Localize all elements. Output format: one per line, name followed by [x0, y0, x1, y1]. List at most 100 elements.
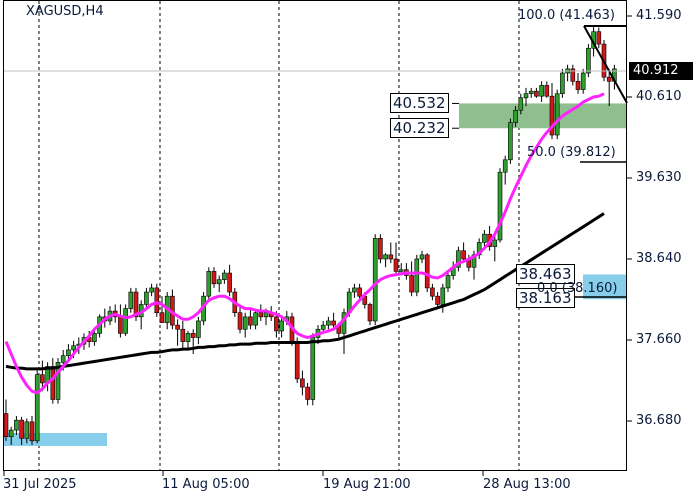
- candle: [3, 413, 9, 437]
- fib-0-label: 0.0 (38.160): [537, 281, 618, 296]
- zone-lower-bottom-label: 38.163: [516, 288, 575, 308]
- candle: [118, 316, 123, 334]
- candle: [560, 72, 565, 94]
- candle: [414, 258, 420, 293]
- candle: [320, 324, 326, 330]
- candle: [8, 429, 14, 437]
- zone-lower-top-label: 38.463: [516, 264, 575, 284]
- candle: [482, 233, 487, 243]
- candle: [575, 80, 581, 90]
- candle: [34, 374, 40, 442]
- candle: [159, 312, 165, 323]
- candle: [222, 272, 227, 280]
- candle: [508, 122, 513, 161]
- candle: [175, 324, 180, 330]
- candle: [539, 85, 544, 97]
- candle: [534, 90, 539, 97]
- candle: [367, 304, 373, 322]
- ma-slow-line: [5, 212, 605, 371]
- candle: [331, 320, 336, 326]
- zone-upper-top-label: 40.532: [390, 93, 449, 113]
- candle: [24, 421, 30, 439]
- fib-100-label: 100.0 (41.463): [518, 8, 615, 23]
- candle: [19, 419, 24, 439]
- candle: [388, 254, 394, 260]
- zone-upper-bottom-label: 40.232: [390, 118, 449, 138]
- candle: [528, 90, 534, 94]
- candle: [435, 295, 440, 305]
- candle: [60, 355, 66, 363]
- candle: [461, 250, 466, 260]
- candle: [456, 250, 461, 268]
- candle: [419, 254, 425, 260]
- candle: [357, 287, 362, 297]
- candle: [14, 419, 19, 431]
- candle: [372, 238, 378, 322]
- candle: [378, 238, 383, 260]
- candle: [92, 333, 97, 342]
- candle: [154, 287, 160, 314]
- candle: [383, 254, 388, 260]
- price-label-37660: 37.660: [636, 332, 682, 347]
- candle: [596, 31, 602, 45]
- candle: [326, 320, 331, 326]
- candle: [216, 279, 222, 285]
- candle: [279, 320, 284, 332]
- price-label-40610: 40.610: [636, 89, 682, 104]
- candle: [497, 171, 503, 241]
- candle: [310, 337, 316, 400]
- candle: [445, 275, 451, 289]
- candle: [586, 47, 591, 74]
- time-label-0: 31 Jul 2025: [3, 477, 77, 492]
- candle: [430, 287, 435, 297]
- candle: [424, 254, 430, 289]
- candle: [518, 97, 524, 111]
- candle: [305, 386, 310, 400]
- candle: [263, 312, 269, 318]
- candlesticks: [3, 26, 617, 445]
- candle: [274, 316, 279, 332]
- candle: [149, 287, 154, 293]
- price-label-41590: 41.590: [636, 8, 682, 23]
- candle: [513, 109, 518, 123]
- candle: [352, 287, 357, 293]
- candle: [440, 287, 446, 305]
- ma-fast-line: [4, 92, 605, 395]
- candle: [55, 362, 61, 400]
- candle: [133, 291, 139, 318]
- upper-zone: [459, 103, 627, 129]
- zones: [4, 102, 627, 446]
- candle: [300, 378, 305, 388]
- time-axis-ticks: [3, 471, 484, 476]
- candle: [253, 312, 258, 326]
- candle: [294, 341, 300, 380]
- candle: [144, 291, 149, 305]
- candle: [29, 421, 35, 442]
- candle: [123, 308, 128, 334]
- candle: [242, 316, 248, 330]
- candle: [248, 316, 253, 326]
- time-label-3: 28 Aug 13:00: [483, 477, 571, 492]
- candle: [398, 269, 404, 272]
- candle: [71, 345, 76, 351]
- candle: [190, 333, 196, 338]
- candle: [211, 271, 217, 285]
- plot-frame: [3, 0, 627, 471]
- candle: [549, 95, 555, 136]
- time-label-1: 11 Aug 05:00: [162, 477, 250, 492]
- price-label-39630: 39.630: [636, 170, 682, 185]
- candle: [206, 271, 212, 297]
- current-price-badge: 40.912: [629, 62, 693, 80]
- candle: [40, 374, 45, 384]
- candle: [523, 93, 529, 99]
- candle: [409, 275, 414, 293]
- symbol-title: XAGUSD,H4: [26, 4, 104, 19]
- candle: [180, 328, 186, 342]
- candle: [237, 312, 243, 330]
- candle: [554, 93, 560, 136]
- candle: [393, 258, 399, 272]
- candle: [50, 366, 56, 400]
- candle: [66, 349, 71, 356]
- time-label-2: 19 Aug 21:00: [323, 477, 411, 492]
